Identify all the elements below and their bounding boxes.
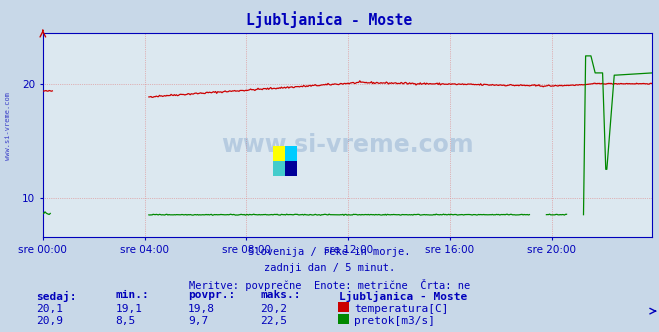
Text: pretok[m3/s]: pretok[m3/s] (354, 316, 435, 326)
Text: 20,2: 20,2 (260, 304, 287, 314)
Text: min.:: min.: (115, 290, 149, 300)
Text: 19,8: 19,8 (188, 304, 215, 314)
Text: 8,5: 8,5 (115, 316, 136, 326)
Bar (285, 161, 297, 176)
Text: Ljubljanica - Moste: Ljubljanica - Moste (246, 12, 413, 29)
Text: 20,9: 20,9 (36, 316, 63, 326)
Text: 19,1: 19,1 (115, 304, 142, 314)
Text: Slovenija / reke in morje.: Slovenija / reke in morje. (248, 247, 411, 257)
Text: zadnji dan / 5 minut.: zadnji dan / 5 minut. (264, 263, 395, 273)
Text: Meritve: povprečne  Enote: metrične  Črta: ne: Meritve: povprečne Enote: metrične Črta:… (189, 279, 470, 291)
Text: www.si-vreme.com: www.si-vreme.com (221, 133, 474, 157)
Text: temperatura[C]: temperatura[C] (354, 304, 448, 314)
Text: Ljubljanica - Moste: Ljubljanica - Moste (339, 290, 468, 301)
Text: 22,5: 22,5 (260, 316, 287, 326)
Text: maks.:: maks.: (260, 290, 301, 300)
Bar (273, 146, 285, 161)
Text: 9,7: 9,7 (188, 316, 208, 326)
Text: povpr.:: povpr.: (188, 290, 235, 300)
Text: sedaj:: sedaj: (36, 290, 76, 301)
Text: 20,1: 20,1 (36, 304, 63, 314)
Bar (273, 161, 285, 176)
Text: www.si-vreme.com: www.si-vreme.com (5, 92, 11, 160)
Bar (285, 146, 297, 161)
